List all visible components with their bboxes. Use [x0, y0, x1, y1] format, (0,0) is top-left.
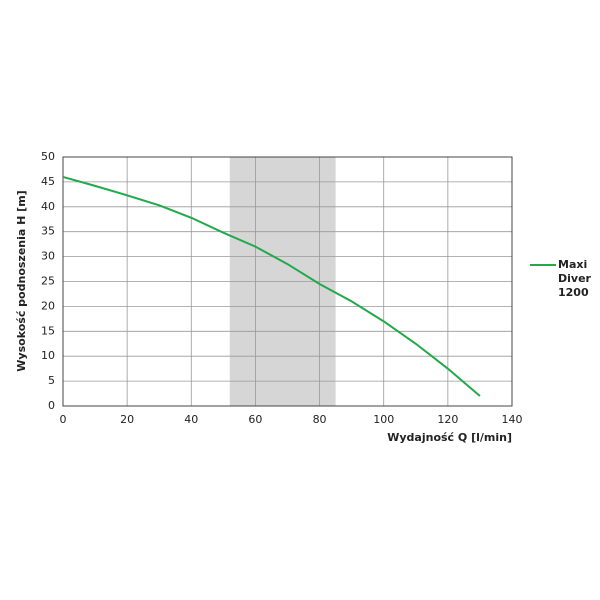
x-tick-label: 100: [373, 413, 394, 426]
legend-swatch: [530, 264, 556, 266]
x-tick-label: 120: [437, 413, 458, 426]
x-tick-label: 60: [248, 413, 262, 426]
y-tick-label: 5: [48, 374, 55, 387]
x-tick-label: 20: [120, 413, 134, 426]
x-tick-label: 80: [313, 413, 327, 426]
y-tick-label: 30: [41, 250, 55, 263]
y-tick-label: 35: [41, 225, 55, 238]
y-tick-label: 50: [41, 150, 55, 163]
y-tick-label: 15: [41, 324, 55, 337]
y-tick-label: 0: [48, 399, 55, 412]
y-tick-label: 45: [41, 175, 55, 188]
plot-frame: [62, 156, 513, 407]
y-axis-label: Wysokość podnoszenia H [m]: [15, 190, 28, 371]
x-tick-label: 140: [502, 413, 523, 426]
x-axis-label: Wydajność Q [l/min]: [387, 431, 512, 444]
x-tick-label: 0: [60, 413, 67, 426]
y-tick-label: 25: [41, 275, 55, 288]
legend: Maxi Diver 1200: [530, 258, 600, 300]
y-tick-label: 20: [41, 299, 55, 312]
y-tick-label: 40: [41, 200, 55, 213]
legend-label: Maxi Diver 1200: [558, 258, 591, 299]
series-line: [62, 175, 481, 397]
y-tick-label: 10: [41, 349, 55, 362]
x-tick-label: 40: [184, 413, 198, 426]
